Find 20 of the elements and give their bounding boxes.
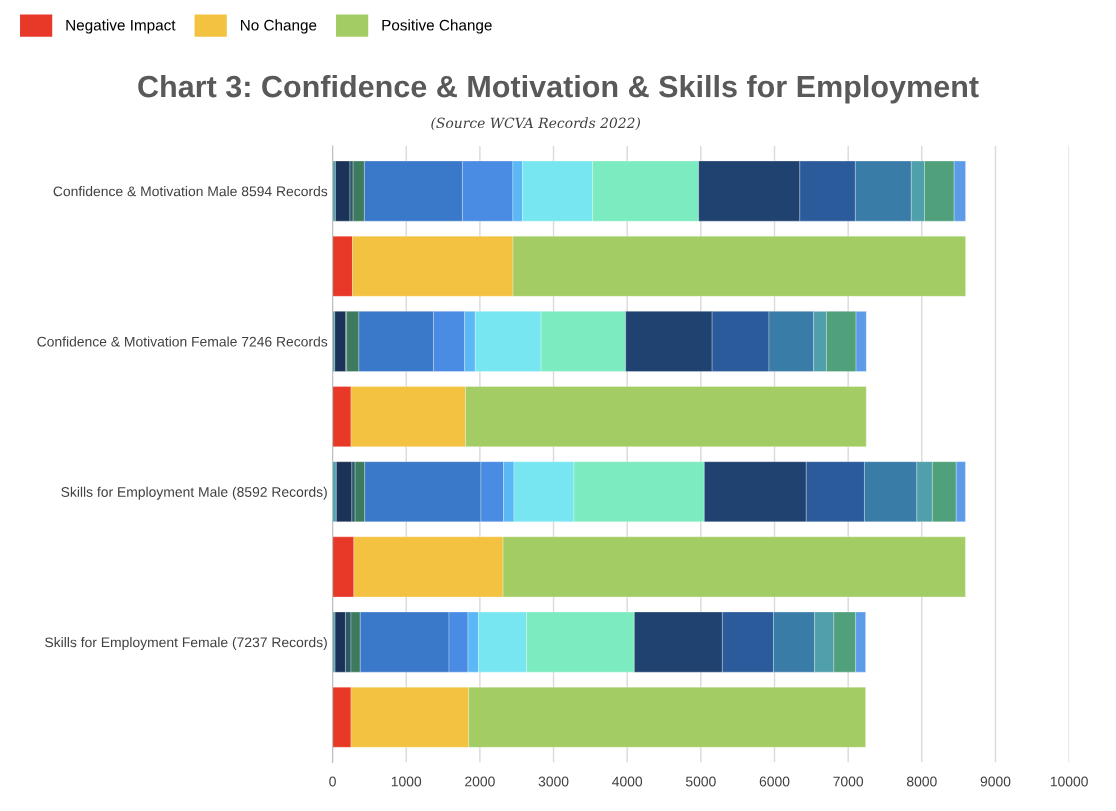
x-tick-label: 1000 <box>391 776 422 787</box>
x-tick-label: 10000 <box>1050 776 1088 787</box>
x-tick-label: 7000 <box>833 776 864 787</box>
y-tick-label: Confidence & Motivation Female 7246 Records <box>37 336 328 347</box>
legend-label: Positive Change <box>382 19 492 34</box>
chart-title: Chart 3: Confidence & Motivation & Skills for Employment <box>138 74 979 104</box>
x-tick-label: 3000 <box>538 776 569 787</box>
x-tick-label: 6000 <box>759 776 790 787</box>
x-tick-label: 8000 <box>906 776 937 787</box>
x-tick-label: 2000 <box>465 776 495 787</box>
legend-label: Negative Impact <box>66 19 176 34</box>
chart-subtitle: (Source WCVA Records 2022) <box>431 117 640 131</box>
y-tick-label: Confidence & Motivation Male 8594 Records <box>53 186 328 197</box>
y-tick-label: Skills for Employment Female (7237 Records) <box>45 637 327 650</box>
y-tick-label: Skills for Employment Male (8592 Records) <box>61 486 327 500</box>
x-tick-label: 4000 <box>612 776 643 787</box>
x-tick-label: 9000 <box>980 776 1011 787</box>
x-tick-label: 0 <box>329 776 336 787</box>
legend-label: No Change <box>240 19 317 34</box>
x-tick-label: 5000 <box>685 776 716 787</box>
